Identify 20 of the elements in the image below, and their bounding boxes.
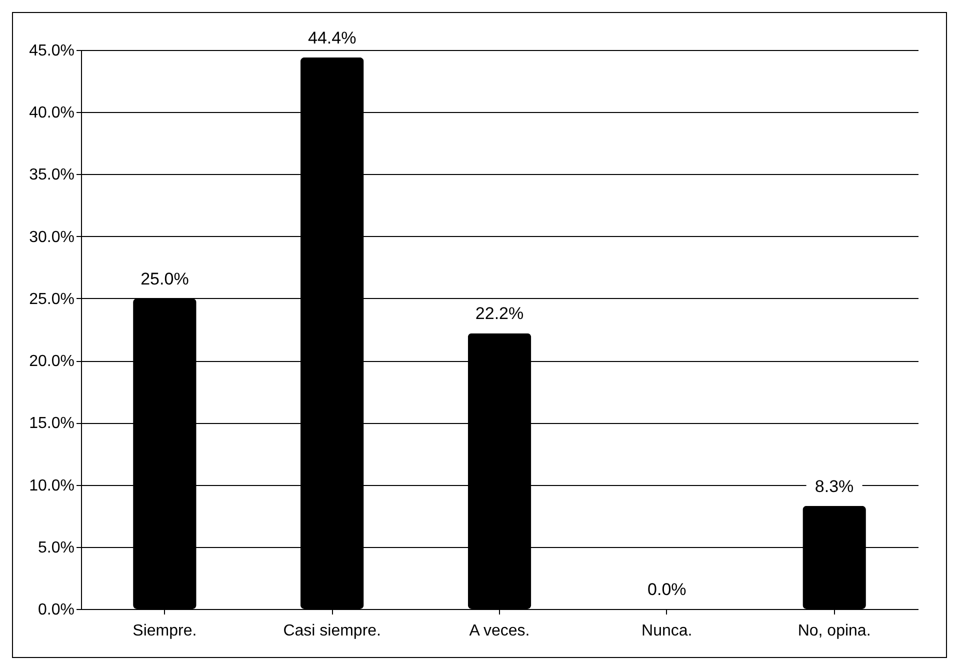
y-tick-label: 25.0%	[29, 290, 74, 308]
data-label: 44.4%	[308, 28, 356, 48]
y-tick-label: 5.0%	[38, 539, 74, 556]
x-tick-label: Siempre.	[132, 622, 197, 640]
y-tick-label: 15.0%	[29, 415, 74, 432]
x-tick-label: A veces.	[469, 622, 530, 640]
y-tick-label: 10.0%	[29, 477, 74, 494]
y-tick-label: 35.0%	[29, 166, 74, 184]
data-label: 0.0%	[648, 580, 686, 599]
y-tick-label: 40.0%	[29, 104, 74, 122]
x-tick-label: Casi siempre.	[283, 622, 382, 640]
data-label: 22.2%	[475, 304, 524, 324]
y-tick-label: 30.0%	[29, 228, 74, 246]
x-tick-label: No, opina.	[798, 622, 871, 640]
y-tick-label: 45.0%	[29, 42, 74, 60]
data-label: 8.3%	[814, 476, 854, 496]
y-tick-label: 0.0%	[38, 602, 74, 618]
y-tick-label: 20.0%	[29, 353, 74, 370]
x-tick-label: Nunca.	[642, 622, 692, 640]
data-label: 25.0%	[140, 269, 189, 288]
